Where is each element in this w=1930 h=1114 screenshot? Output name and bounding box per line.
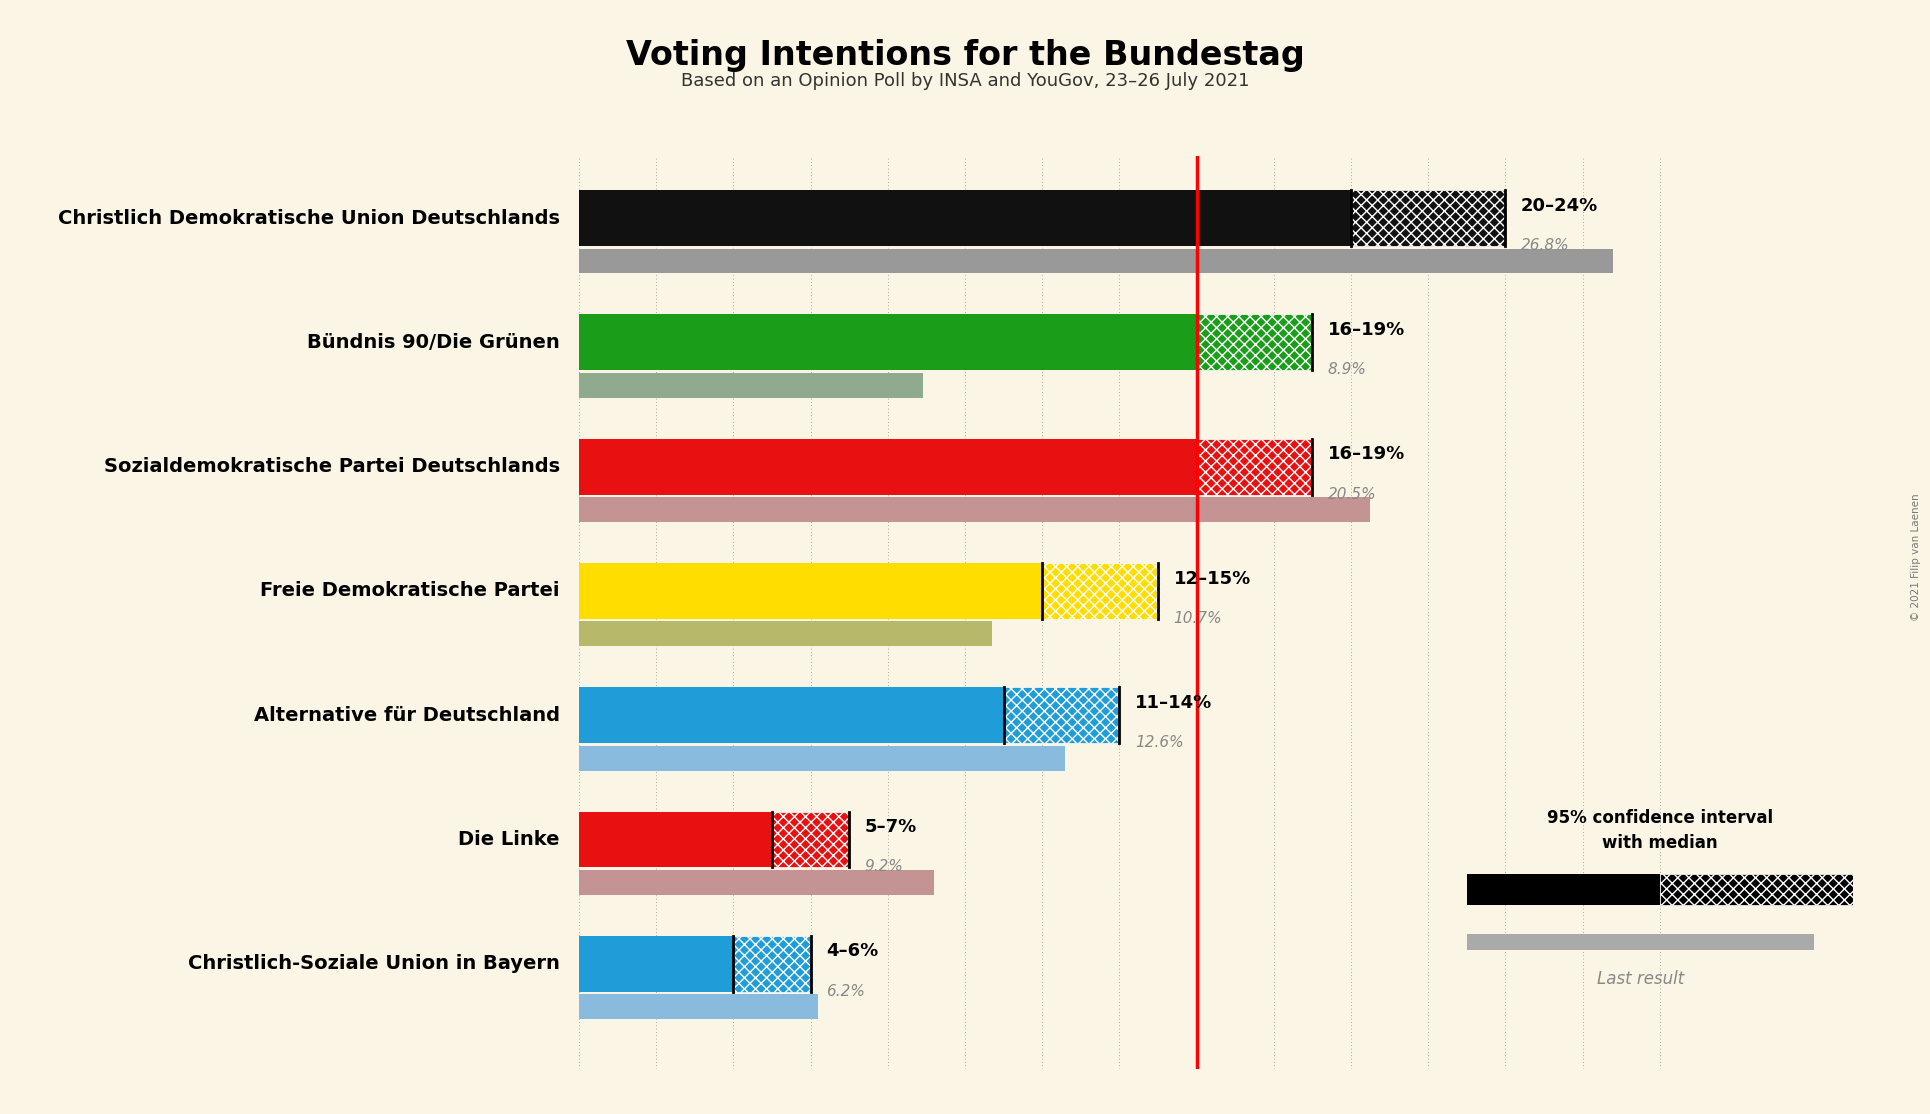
Bar [579,439,1197,495]
Text: 12–15%: 12–15% [1173,569,1251,587]
Text: Christlich-Soziale Union in Bayern: Christlich-Soziale Union in Bayern [187,955,560,974]
Text: Last result: Last result [1596,970,1685,988]
Text: 9.2%: 9.2% [865,859,903,874]
Text: 10.7%: 10.7% [1173,610,1222,626]
Bar [579,248,1613,273]
Text: Freie Demokratische Partei: Freie Demokratische Partei [261,582,560,600]
Bar [772,812,849,868]
Text: Christlich Demokratische Union Deutschlands: Christlich Demokratische Union Deutschla… [58,208,560,227]
Bar [733,936,811,991]
Text: 16–19%: 16–19% [1328,321,1405,339]
Bar [579,745,1065,771]
Text: Sozialdemokratische Partei Deutschlands: Sozialdemokratische Partei Deutschlands [104,457,560,476]
Text: Die Linke: Die Linke [457,830,560,849]
Bar [579,373,923,398]
Bar [1660,873,1853,906]
Bar [579,563,1042,619]
Text: 4–6%: 4–6% [826,942,878,960]
Bar [1467,935,1814,950]
Text: with median: with median [1602,833,1718,851]
Bar [579,995,818,1019]
Bar [579,812,772,868]
Bar [1004,687,1119,743]
Text: Bündnis 90/Die Grünen: Bündnis 90/Die Grünen [307,333,560,352]
Bar [579,190,1351,246]
Bar [579,870,934,895]
Text: Voting Intentions for the Bundestag: Voting Intentions for the Bundestag [625,39,1305,72]
Bar [579,314,1197,370]
Text: 6.2%: 6.2% [826,984,865,998]
Bar [579,622,992,646]
Text: 16–19%: 16–19% [1328,446,1405,463]
Text: © 2021 Filip van Laenen: © 2021 Filip van Laenen [1911,494,1922,620]
Bar [1351,190,1505,246]
Bar [1197,439,1312,495]
Text: 12.6%: 12.6% [1135,735,1183,750]
Text: 20.5%: 20.5% [1328,487,1376,501]
Text: 20–24%: 20–24% [1521,197,1598,215]
Text: 11–14%: 11–14% [1135,694,1212,712]
Bar [579,497,1370,522]
Text: 5–7%: 5–7% [865,818,917,837]
Text: Alternative für Deutschland: Alternative für Deutschland [253,706,560,725]
Text: Based on an Opinion Poll by INSA and YouGov, 23–26 July 2021: Based on an Opinion Poll by INSA and You… [681,72,1249,90]
Bar [579,687,1004,743]
Text: 26.8%: 26.8% [1521,238,1569,253]
Text: 8.9%: 8.9% [1328,362,1366,378]
Bar [1197,314,1312,370]
Text: 95% confidence interval: 95% confidence interval [1546,809,1774,827]
Bar [579,936,733,991]
Bar [1467,873,1660,906]
Bar [1042,563,1158,619]
